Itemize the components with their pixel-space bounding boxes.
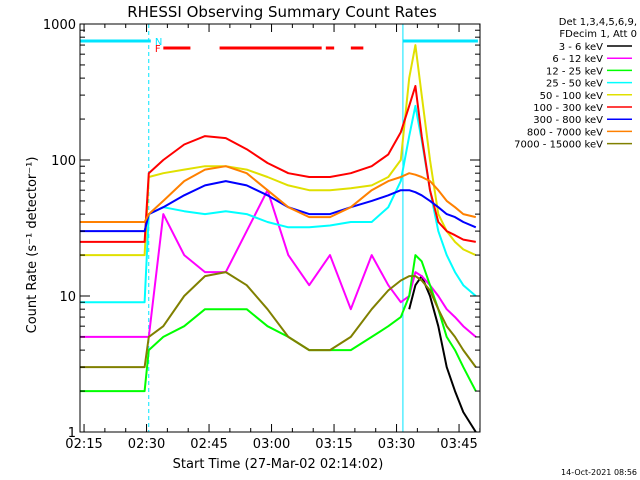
y-tick-label: 10 <box>59 290 76 305</box>
flag-label: N <box>155 37 162 48</box>
legend-label: 12 - 25 keV <box>546 66 603 77</box>
x-axis-label: Start Time (27-Mar-02 02:14:02) <box>173 457 384 472</box>
series-line <box>80 189 477 338</box>
x-tick-label: 02:30 <box>128 437 165 452</box>
series-line <box>408 275 477 433</box>
y-tick-label: 1000 <box>43 18 76 33</box>
legend-label: 300 - 800 keV <box>533 115 603 126</box>
plot-frame <box>79 23 481 433</box>
x-tick-label: 02:15 <box>65 437 102 452</box>
flag-label: F <box>155 44 161 55</box>
x-tick-label: 02:45 <box>190 437 227 452</box>
x-tick-label: 03:00 <box>253 437 290 452</box>
legend-label: 7000 - 15000 keV <box>514 140 603 151</box>
legend-label: 25 - 50 keV <box>546 79 603 90</box>
y-tick-label: 100 <box>51 154 76 169</box>
y-axis-label: Count Rate (s⁻¹ detector⁻¹) <box>25 157 40 334</box>
series-line <box>80 180 477 233</box>
x-tick-label: 03:30 <box>378 437 415 452</box>
x-tick-label: 03:45 <box>440 437 477 452</box>
series-line <box>80 44 477 257</box>
legend-label: 800 - 7000 keV <box>527 127 603 138</box>
legend-label: 50 - 100 keV <box>540 91 604 102</box>
series-line <box>80 271 477 369</box>
legend-label: 3 - 6 keV <box>559 42 603 53</box>
series-line <box>80 85 476 243</box>
legend-header: Det 1,3,4,5,6,9, <box>559 17 637 28</box>
chart-title: RHESSI Observing Summary Count Rates <box>127 3 437 21</box>
legend: Det 1,3,4,5,6,9,FDecim 1, Att 0 3 - 6 keV… <box>514 17 637 151</box>
legend-label: 6 - 12 keV <box>552 54 603 65</box>
plot-area: NF <box>80 24 478 433</box>
y-tick-label: 1 <box>68 426 76 441</box>
legend-label: 100 - 300 keV <box>533 103 603 114</box>
x-tick-label: 03:15 <box>315 437 352 452</box>
legend-header: FDecim 1, Att 0 <box>559 29 637 40</box>
series-line <box>80 165 477 223</box>
axes: 02:15 02:30 02:45 03:00 03:15 03:30 03:45 1 10 10… <box>43 18 481 452</box>
timestamp: 14-Oct-2021 08:56 <box>561 468 637 477</box>
